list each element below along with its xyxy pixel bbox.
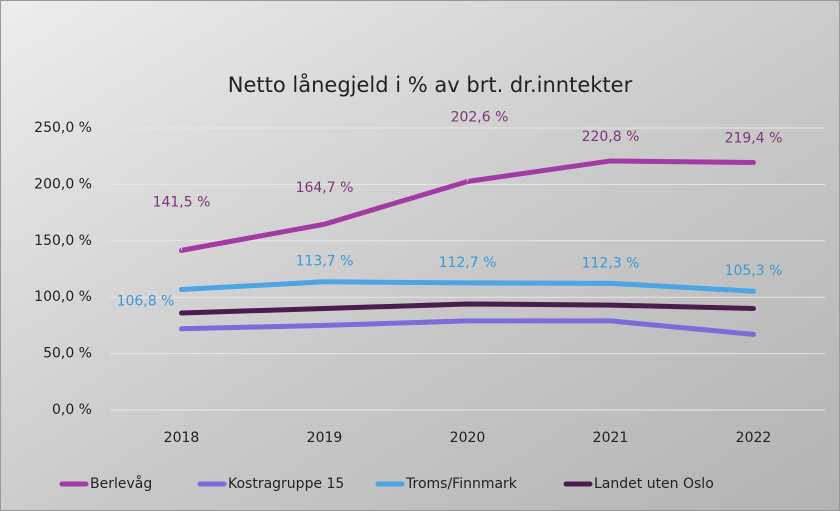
y-tick-label: 250,0 % xyxy=(34,120,92,136)
data-label: 106,8 % xyxy=(117,294,175,310)
leader-line xyxy=(467,127,478,182)
legend-label: Troms/Finnmark xyxy=(405,476,518,492)
legend-label: Berlevåg xyxy=(90,475,152,492)
x-tick-label: 2022 xyxy=(736,430,772,446)
legend-label: Kostragruppe 15 xyxy=(228,476,344,492)
data-label: 141,5 % xyxy=(153,194,211,210)
data-label: 112,3 % xyxy=(582,255,640,271)
data-label: 113,7 % xyxy=(296,254,354,270)
chart-title: Netto lånegjeld i % av brt. dr.inntekter xyxy=(228,72,633,97)
x-tick-label: 2021 xyxy=(593,430,629,446)
y-tick-label: 100,0 % xyxy=(34,289,92,305)
data-label: 112,7 % xyxy=(439,255,497,271)
data-label: 220,8 % xyxy=(582,129,640,145)
data-label: 219,4 % xyxy=(725,131,783,147)
data-label: 164,7 % xyxy=(296,180,354,196)
y-tick-label: 50,0 % xyxy=(43,346,92,362)
series-line xyxy=(179,301,756,316)
data-label: 105,3 % xyxy=(725,263,783,279)
series-line xyxy=(179,279,756,294)
y-tick-label: 0,0 % xyxy=(52,402,92,418)
y-tick-label: 200,0 % xyxy=(34,176,92,192)
y-tick-label: 150,0 % xyxy=(34,233,92,249)
series-line xyxy=(179,318,756,337)
data-label: 202,6 % xyxy=(451,109,509,125)
legend-label: Landet uten Oslo xyxy=(594,476,714,492)
x-tick-label: 2018 xyxy=(164,430,200,446)
x-tick-label: 2019 xyxy=(307,430,343,446)
x-tick-label: 2020 xyxy=(450,430,486,446)
